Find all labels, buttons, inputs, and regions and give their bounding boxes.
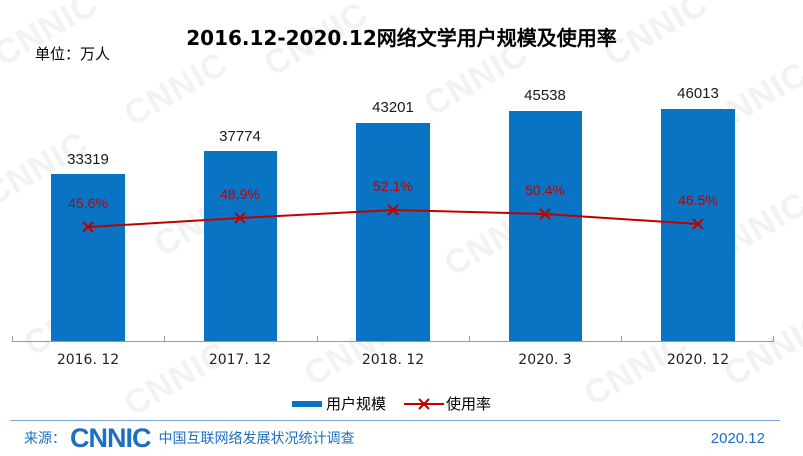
x-axis-label: 2020. 3: [518, 352, 572, 368]
x-axis-tick: [164, 336, 165, 342]
bar-2018-12: [356, 123, 430, 341]
legend-bar-label: 用户规模: [326, 395, 387, 413]
rate-value-label: 48.9%: [220, 186, 260, 202]
source-attribution: 来源： CNNIC 中国互联网络发展状况统计调查: [24, 423, 355, 453]
line-marker-x-icon: [82, 204, 704, 233]
bar-value-label: 46013: [677, 85, 719, 102]
x-axis-label: 2016. 12: [56, 352, 120, 368]
rate-value-label: 52.1%: [373, 178, 413, 194]
footer-divider: [10, 420, 780, 421]
rate-value-label: 45.6%: [68, 195, 108, 211]
cnnic-logo: CNNIC: [70, 423, 151, 453]
bar-value-label: 33319: [67, 151, 109, 168]
x-axis-tick: [317, 336, 318, 342]
x-axis-tick: [621, 336, 622, 342]
bar-value-label: 43201: [372, 99, 414, 116]
legend-line-label: 使用率: [446, 395, 492, 413]
rate-value-label: 46.5%: [678, 192, 718, 208]
legend-line-marker-icon: [404, 397, 445, 410]
x-axis-label: 2020. 12: [666, 352, 730, 368]
bar-2017-12: [204, 151, 277, 341]
bar-2020-3: [509, 111, 582, 341]
bar-value-label: 37774: [219, 128, 261, 145]
x-axis-tick: [12, 336, 13, 342]
report-date: 2020.12: [710, 430, 765, 447]
unit-label: 单位：万人: [35, 45, 111, 63]
source-prefix: 来源：: [24, 431, 66, 447]
legend-bar-swatch-icon: [292, 400, 322, 407]
bar-2016-12: [51, 174, 125, 341]
x-axis: [12, 341, 774, 342]
x-axis-tick: [469, 336, 470, 342]
bar-value-label: 45538: [524, 87, 566, 104]
x-axis-label: 2017. 12: [208, 352, 272, 368]
x-axis-label: 2018. 12: [361, 352, 425, 368]
chart-legend: 用户规模 使用率: [292, 393, 491, 414]
x-axis-tick: [773, 336, 774, 342]
rate-value-label: 50.4%: [525, 182, 565, 198]
source-name: 中国互联网络发展状况统计调查: [158, 431, 355, 447]
chart-title: 2016.12-2020.12网络文学用户规模及使用率: [186, 26, 617, 50]
